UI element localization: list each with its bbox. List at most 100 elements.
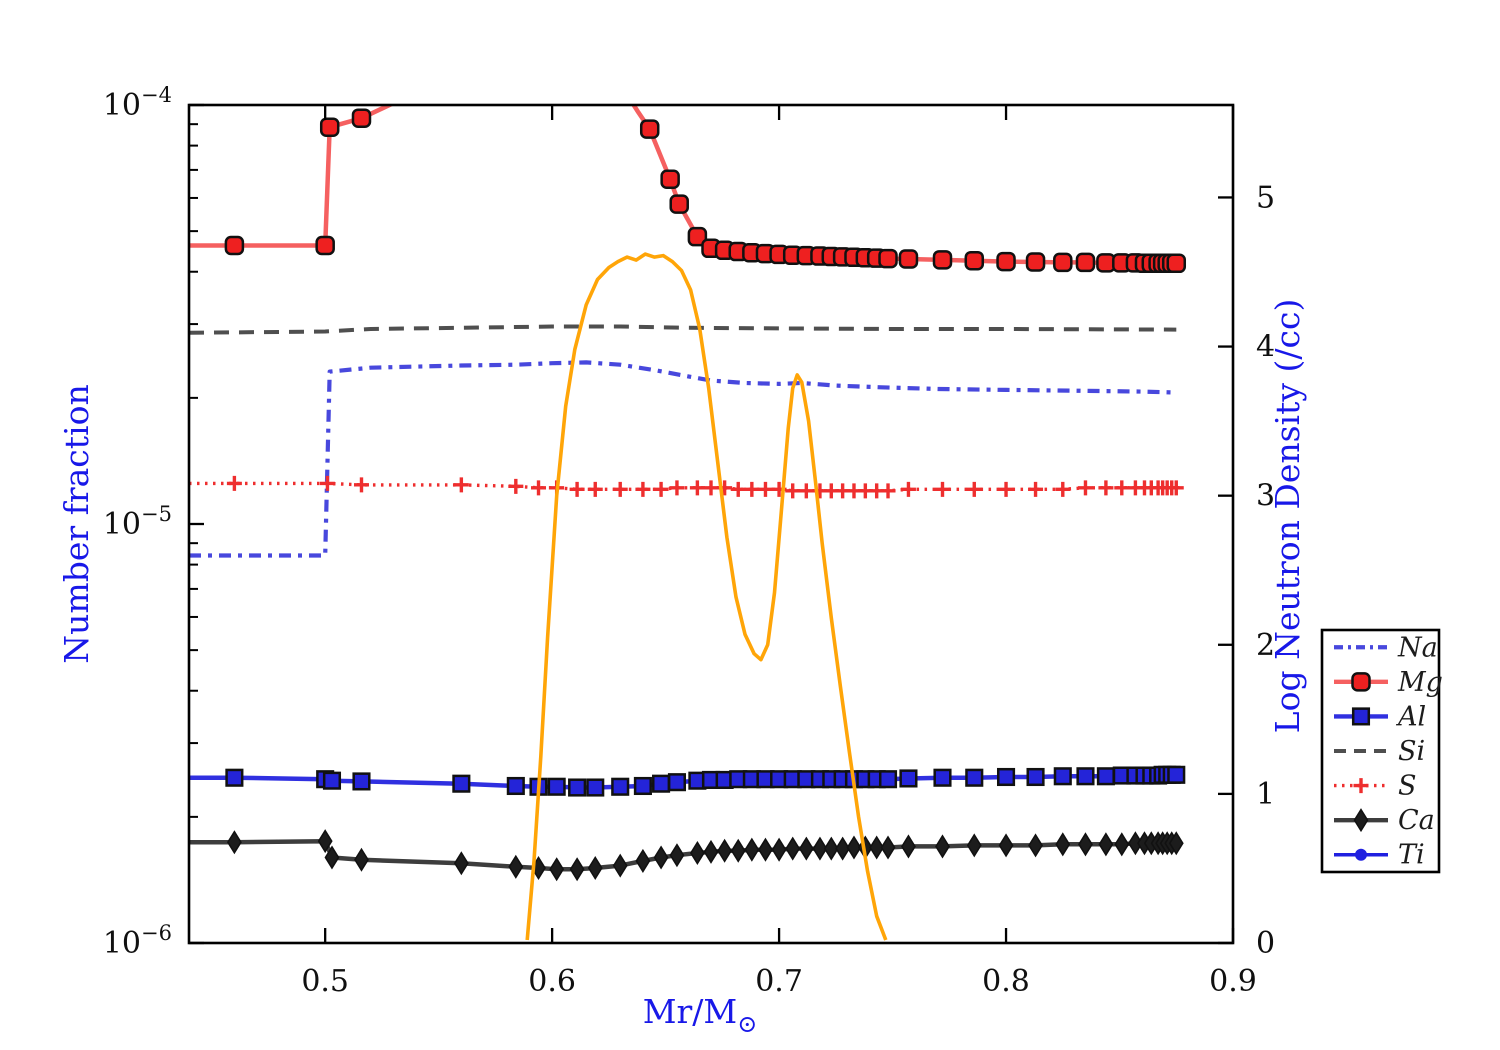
s-marker [757, 481, 773, 497]
s-marker [689, 480, 705, 496]
mg-marker [878, 248, 898, 269]
legend-label-al: Al [1395, 701, 1426, 732]
s-marker [635, 481, 651, 497]
ca-marker [669, 843, 685, 868]
y-right-tick-label: 4 [1256, 330, 1275, 365]
mg-marker [898, 249, 919, 269]
series-al-markers [225, 765, 1186, 797]
y-right-tick-label: 2 [1256, 628, 1275, 663]
y-right-tick-label: 0 [1256, 926, 1275, 961]
al-marker [1167, 765, 1186, 784]
al-marker [899, 769, 918, 788]
ca-marker [689, 840, 705, 865]
ca-marker [758, 837, 773, 862]
ca-marker [998, 833, 1014, 858]
y-left-tick-label: 10−4 [103, 83, 172, 123]
al-marker [878, 770, 898, 789]
y-right-axis-label: Log Neutron Density (/cc) [1268, 299, 1307, 734]
legend-label-s: S [1398, 771, 1417, 802]
s-marker [880, 483, 896, 499]
ca-marker [453, 851, 469, 876]
al-marker [667, 773, 687, 792]
s-marker [226, 475, 242, 491]
s-marker [703, 480, 719, 496]
s-marker [1028, 481, 1044, 497]
ca-marker [880, 835, 896, 860]
legend-item-ca: Ca [1334, 805, 1435, 836]
legend-marker-ti [1355, 848, 1367, 861]
s-marker [744, 481, 760, 497]
ca-marker [317, 829, 333, 854]
mg-marker [315, 235, 335, 256]
ca-marker [1055, 832, 1071, 857]
s-marker [1114, 480, 1130, 496]
x-tick-label: 0.7 [755, 964, 803, 999]
y-right-tick-label: 5 [1256, 180, 1275, 215]
legend-item-na: Na [1334, 632, 1438, 663]
legend-label-mg: Mg [1397, 667, 1443, 698]
al-marker [933, 768, 952, 787]
ca-marker [1168, 831, 1184, 856]
s-marker [966, 481, 982, 497]
s-marker [1168, 480, 1184, 496]
s-marker [587, 481, 603, 497]
mg-marker [639, 119, 660, 139]
s-marker [900, 481, 916, 497]
ca-marker [549, 857, 565, 882]
ca-marker [812, 836, 828, 861]
series-neutron_density-line [525, 252, 888, 941]
ca-marker [717, 838, 733, 863]
ca-marker [612, 853, 628, 878]
s-marker [569, 481, 585, 497]
s-marker [1098, 480, 1114, 496]
ca-marker [835, 836, 851, 861]
mg-marker [669, 194, 689, 214]
mg-marker [1025, 252, 1046, 272]
al-marker [568, 778, 587, 797]
y-right-tick-label: 1 [1256, 777, 1275, 812]
ca-marker [569, 857, 585, 882]
al-marker [1096, 767, 1115, 786]
axes-layer: 0.5 0.6 0.7 0.8 0.9 10−4 10−5 10−6 0 1 2 3 4 5 [103, 83, 1275, 999]
ca-marker [869, 835, 885, 860]
mg-marker [1166, 253, 1187, 274]
s-marker [1055, 481, 1071, 497]
al-marker [1053, 767, 1072, 786]
legend-marker-al [1351, 707, 1371, 726]
legend-item-si: Si [1334, 736, 1425, 767]
y-right-tick-label: 3 [1256, 479, 1275, 514]
mg-marker [319, 117, 340, 137]
al-marker [611, 777, 630, 796]
y-left-axis-label: Number fraction [57, 384, 96, 663]
s-marker [669, 480, 685, 496]
mg-marker [1096, 253, 1116, 273]
mg-marker [1053, 252, 1073, 273]
s-marker [319, 475, 335, 491]
al-marker [633, 776, 652, 796]
s-marker [798, 483, 814, 499]
s-marker [508, 478, 524, 494]
legend-item-s: S [1334, 771, 1417, 802]
legend-label-ca: Ca [1398, 805, 1435, 836]
al-marker [225, 768, 244, 787]
s-marker [531, 480, 547, 496]
mg-marker [964, 250, 985, 271]
x-tick-label: 0.9 [1209, 964, 1257, 999]
al-marker [652, 774, 671, 793]
s-marker [453, 477, 469, 493]
ca-marker [744, 837, 760, 862]
series-na-line [189, 360, 1177, 558]
series-si-line [189, 324, 1177, 335]
ca-marker [771, 837, 787, 862]
ca-marker [730, 838, 746, 863]
ca-marker [785, 836, 801, 861]
ca-marker [703, 839, 719, 864]
x-tick-label: 0.5 [301, 964, 349, 999]
series-mg-markers [224, 108, 1187, 274]
mg-marker [687, 226, 708, 247]
s-marker [934, 481, 950, 497]
ca-marker [508, 854, 524, 879]
al-marker [1076, 767, 1095, 786]
